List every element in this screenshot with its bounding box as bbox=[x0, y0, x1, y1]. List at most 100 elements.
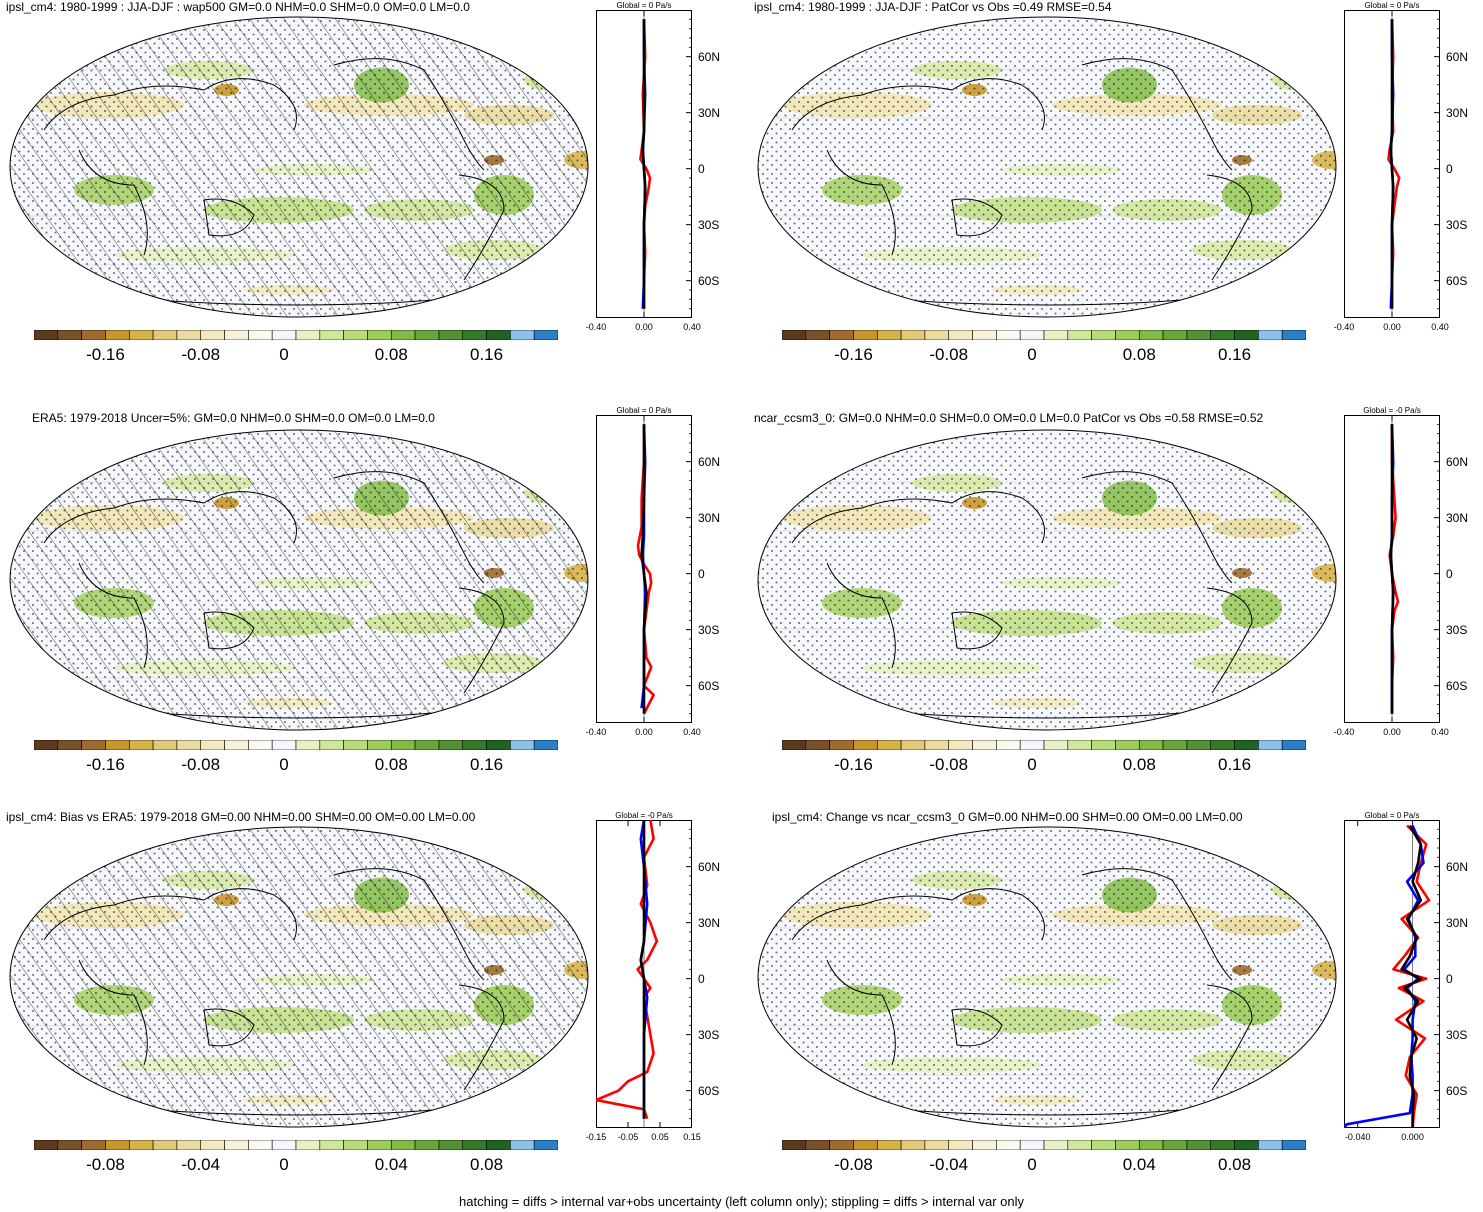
colorbar-swatch bbox=[782, 330, 807, 340]
colorbar-swatch bbox=[853, 740, 878, 750]
map-panel: ncar_ccsm3_0: GM=0.0 NHM=0.0 SHM=0.0 OM=… bbox=[748, 405, 1483, 795]
colorbar-swatch bbox=[462, 330, 487, 340]
colorbar-swatch bbox=[319, 740, 344, 750]
colorbar-tick-label: -0.08 bbox=[181, 345, 221, 364]
colorbar bbox=[34, 330, 558, 340]
colorbar-tick-label: -0.08 bbox=[181, 755, 221, 774]
colorbar-swatch bbox=[924, 740, 950, 750]
zonal-mean-series-line bbox=[596, 820, 659, 1120]
zonal-mean-title: Global = 0 Pa/s bbox=[616, 406, 672, 415]
colorbar-swatch bbox=[900, 1140, 926, 1150]
colorbar-swatch bbox=[948, 1140, 973, 1150]
colorbar-swatch bbox=[248, 1140, 273, 1150]
colorbar-swatch bbox=[414, 1140, 440, 1150]
zonal-mean-x-tick-label: 0.00 bbox=[635, 727, 653, 737]
colorbar-swatch bbox=[1258, 330, 1283, 340]
colorbar-swatch bbox=[367, 1140, 392, 1150]
latitude-label: 30N bbox=[1446, 510, 1469, 525]
colorbar-swatch bbox=[1258, 740, 1283, 750]
zonal-mean-x-tick-label: -0.40 bbox=[1333, 727, 1355, 737]
colorbar-swatch bbox=[805, 1140, 830, 1150]
colorbar-swatch bbox=[1043, 330, 1069, 340]
colorbar-swatch bbox=[1186, 740, 1212, 750]
colorbar-swatch bbox=[829, 1140, 854, 1150]
zonal-mean-series-line bbox=[1387, 19, 1401, 309]
zonal-mean-series-line bbox=[636, 424, 655, 715]
zonal-mean-plot bbox=[596, 10, 692, 318]
colorbar-tick-label: -0.08 bbox=[86, 1155, 125, 1174]
colorbar-swatch bbox=[295, 330, 321, 340]
colorbar-swatch bbox=[1210, 740, 1235, 750]
colorbar-tick-label: 0.08 bbox=[374, 345, 408, 364]
map-panel: ipsl_cm4: Bias vs ERA5: 1979-2018 GM=0.0… bbox=[0, 810, 740, 1200]
colorbar-swatch bbox=[176, 1140, 202, 1150]
map-panel: ipsl_cm4: Change vs ncar_ccsm3_0 GM=0.00… bbox=[748, 810, 1483, 1200]
map-border bbox=[757, 429, 1337, 731]
colorbar-tick-label: -0.08 bbox=[929, 755, 969, 774]
colorbar-swatch bbox=[924, 1140, 950, 1150]
colorbar-swatch bbox=[414, 740, 440, 750]
latitude-label: 30S bbox=[1446, 622, 1468, 637]
colorbar-swatch bbox=[152, 740, 178, 750]
panel-title: ipsl_cm4: 1980-1999 : JJA-DJF : wap500 G… bbox=[6, 0, 470, 14]
colorbar-tick-label: 0.08 bbox=[374, 755, 408, 774]
global-map bbox=[757, 16, 1337, 318]
hatching-overlay bbox=[10, 827, 588, 1127]
latitude-label: 60S bbox=[698, 273, 720, 288]
zonal-mean-series-line bbox=[1389, 19, 1395, 309]
colorbar-swatch bbox=[1281, 1140, 1306, 1150]
colorbar-swatch bbox=[176, 740, 202, 750]
colorbar-tick-label: -0.16 bbox=[834, 755, 873, 774]
map-border bbox=[9, 826, 589, 1128]
colorbar-swatch bbox=[486, 740, 511, 750]
colorbar-swatch bbox=[1138, 330, 1164, 340]
colorbar-swatch bbox=[972, 330, 997, 340]
hatching-overlay bbox=[10, 430, 588, 730]
colorbar-swatch bbox=[224, 1140, 249, 1150]
zonal-mean-title: Global = 0 Pa/s bbox=[1364, 1, 1420, 10]
colorbar-swatch bbox=[924, 330, 950, 340]
colorbar-swatch bbox=[248, 740, 273, 750]
colorbar-tick-label: 0.16 bbox=[1217, 345, 1252, 364]
colorbar-swatch bbox=[1162, 1140, 1188, 1150]
colorbar-swatch bbox=[271, 740, 297, 750]
colorbar-swatch bbox=[486, 1140, 511, 1150]
colorbar-swatch bbox=[81, 740, 106, 750]
colorbar-swatch bbox=[105, 740, 130, 750]
colorbar-tick-label: 0.16 bbox=[469, 345, 504, 364]
colorbar-swatch bbox=[224, 740, 249, 750]
colorbar-swatch bbox=[57, 1140, 82, 1150]
colorbar-swatch bbox=[390, 330, 416, 340]
colorbar-tick-label: 0 bbox=[279, 1155, 289, 1174]
zonal-mean-x-tick-label: -0.05 bbox=[617, 1132, 639, 1142]
latitude-label: 30S bbox=[698, 217, 720, 232]
zonal-mean-plot bbox=[596, 820, 692, 1128]
zonal-mean-x-tick-label: 0.00 bbox=[1383, 322, 1401, 332]
map-panel: ipsl_cm4: 1980-1999 : JJA-DJF : PatCor v… bbox=[748, 0, 1483, 390]
zonal-mean-x-tick-label: 0.000 bbox=[1401, 1132, 1424, 1142]
map-border bbox=[757, 826, 1337, 1128]
map-border bbox=[757, 16, 1337, 318]
colorbar-swatch bbox=[876, 330, 902, 340]
latitude-label: 60S bbox=[698, 1083, 720, 1098]
figure-footnote: hatching = diffs > internal var+obs unce… bbox=[459, 1194, 1024, 1209]
colorbar-swatch bbox=[105, 330, 130, 340]
zonal-mean-plot bbox=[1344, 10, 1440, 318]
latitude-label: 30S bbox=[1446, 1027, 1468, 1042]
colorbar-swatch bbox=[948, 740, 973, 750]
colorbar-swatch bbox=[1091, 740, 1116, 750]
latitude-label: 30S bbox=[1446, 217, 1468, 232]
colorbar-swatch bbox=[853, 330, 878, 340]
colorbar-swatch bbox=[1258, 1140, 1283, 1150]
zonal-mean-title: Global = 0 Pa/s bbox=[616, 1, 672, 10]
colorbar-swatch bbox=[390, 740, 416, 750]
colorbar-swatch bbox=[948, 330, 973, 340]
zonal-mean-plot bbox=[596, 415, 692, 723]
colorbar-swatch bbox=[829, 740, 854, 750]
zonal-mean-x-tick-label: 0.05 bbox=[651, 1132, 669, 1142]
colorbar-swatch bbox=[34, 740, 59, 750]
map-border bbox=[9, 16, 589, 318]
colorbar-tick-label: -0.04 bbox=[181, 1155, 221, 1174]
colorbar-swatch bbox=[271, 1140, 297, 1150]
colorbar-swatch bbox=[343, 740, 368, 750]
